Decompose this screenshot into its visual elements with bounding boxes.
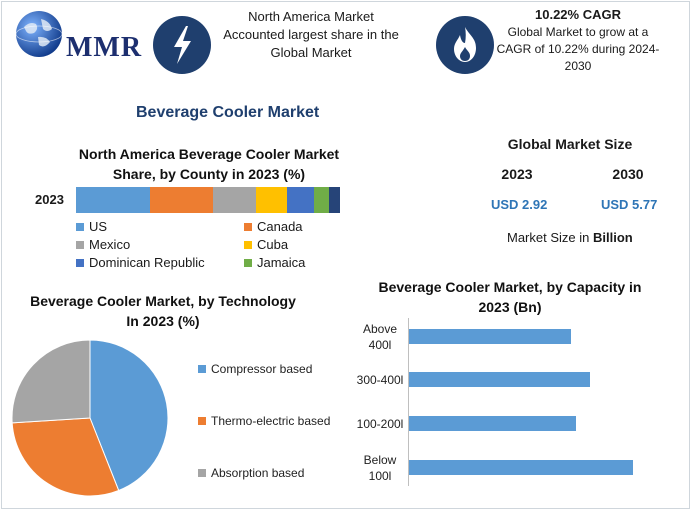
legend-compressor: Compressor based — [198, 362, 312, 376]
cagr-title: 10.22% CAGR — [535, 7, 621, 22]
capacity-category-label: 100-200l — [356, 417, 404, 431]
legend-mexico: Mexico — [76, 237, 130, 252]
header-market-share-text: North America Market Accounted largest s… — [223, 9, 399, 60]
page-title: Beverage Cooler Market — [136, 104, 320, 121]
lightning-icon — [153, 16, 211, 74]
stacked-share-bar — [76, 187, 340, 213]
technology-chart-title: Beverage Cooler Market, by Technology In… — [30, 293, 296, 329]
value-2023: USD 2.92 — [491, 197, 548, 212]
pie-slice-thermo-electric-based — [11, 417, 120, 497]
legend-absorption: Absorption based — [198, 466, 304, 480]
capacity-category-label: 300-400l — [356, 373, 404, 387]
value-2030: USD 5.77 — [601, 197, 658, 212]
stacked-segment-cuba — [255, 187, 288, 213]
capacity-bar — [409, 416, 577, 431]
stacked-segment-jamaica — [313, 187, 330, 213]
pie-slice-compressor-based — [89, 339, 169, 492]
flame-icon — [436, 16, 494, 74]
capacity-chart-title: Beverage Cooler Market, by Capacity in 2… — [378, 279, 642, 315]
market-size-note: Market Size in Billion — [507, 230, 633, 245]
globe-icon — [15, 11, 63, 57]
legend-us: US — [76, 219, 107, 234]
mmr-logo: MMR — [10, 6, 143, 64]
legend-canada: Canada — [244, 219, 303, 234]
legend-jamaica: Jamaica — [244, 255, 305, 270]
legend-cuba: Cuba — [244, 237, 288, 252]
stacked-segment-dominican-republic — [287, 187, 314, 213]
share-chart-title: North America Beverage Cooler Market Sha… — [78, 146, 340, 182]
technology-pie-chart — [11, 339, 169, 497]
capacity-category-label: Above 400l — [362, 322, 398, 352]
cagr-text: Global Market to grow at a CAGR of 10.22… — [496, 25, 660, 73]
legend-thermo-electric: Thermo-electric based — [198, 414, 330, 428]
capacity-bar — [409, 372, 590, 387]
legend-dominican-republic: Dominican Republic — [76, 255, 205, 270]
capacity-category-label: Below 100l — [363, 453, 397, 483]
logo-text: MMR — [66, 32, 143, 63]
share-chart-year-label: 2023 — [35, 192, 64, 207]
stacked-segment-other — [329, 187, 340, 213]
year-2030-label: 2030 — [612, 166, 644, 182]
stacked-segment-mexico — [213, 187, 256, 213]
global-market-size-title: Global Market Size — [507, 136, 633, 152]
capacity-bar — [409, 460, 634, 475]
stacked-segment-canada — [149, 187, 214, 213]
capacity-axis-line — [408, 318, 409, 486]
capacity-bar — [409, 329, 571, 344]
stacked-segment-us — [76, 187, 150, 213]
year-2023-label: 2023 — [501, 166, 533, 182]
pie-slice-absorption-based — [11, 339, 91, 424]
